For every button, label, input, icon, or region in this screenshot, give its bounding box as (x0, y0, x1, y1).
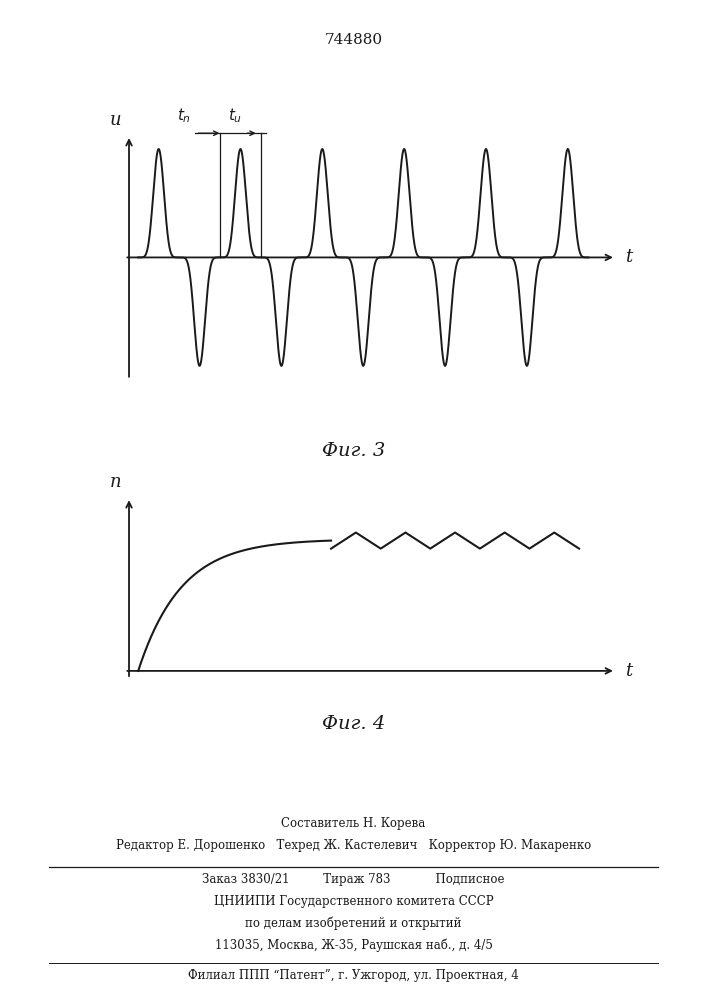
Text: Φиг. 3: Φиг. 3 (322, 442, 385, 460)
Text: $t_n$: $t_n$ (177, 107, 191, 125)
Text: u: u (110, 111, 121, 129)
Text: n: n (110, 473, 121, 491)
Text: ЦНИИПИ Государственного комитета СССР: ЦНИИПИ Государственного комитета СССР (214, 895, 493, 908)
Text: 744880: 744880 (325, 33, 382, 47)
Text: $t_u$: $t_u$ (228, 107, 243, 125)
Text: по делам изобретений и открытий: по делам изобретений и открытий (245, 917, 462, 930)
Text: Составитель Н. Корева: Составитель Н. Корева (281, 817, 426, 830)
Text: Филиал ППП “Патент”, г. Ужгород, ул. Проектная, 4: Филиал ППП “Патент”, г. Ужгород, ул. Про… (188, 969, 519, 982)
Text: t: t (625, 662, 632, 680)
Text: t: t (625, 248, 632, 266)
Text: Заказ 3830/21         Тираж 783            Подписное: Заказ 3830/21 Тираж 783 Подписное (202, 873, 505, 886)
Text: Редактор Е. Дорошенко   Техред Ж. Кастелевич   Корректор Ю. Макаренко: Редактор Е. Дорошенко Техред Ж. Кастелев… (116, 839, 591, 852)
Text: Φиг. 4: Φиг. 4 (322, 715, 385, 733)
Text: 113035, Москва, Ж-35, Раушская наб., д. 4/5: 113035, Москва, Ж-35, Раушская наб., д. … (214, 939, 493, 952)
